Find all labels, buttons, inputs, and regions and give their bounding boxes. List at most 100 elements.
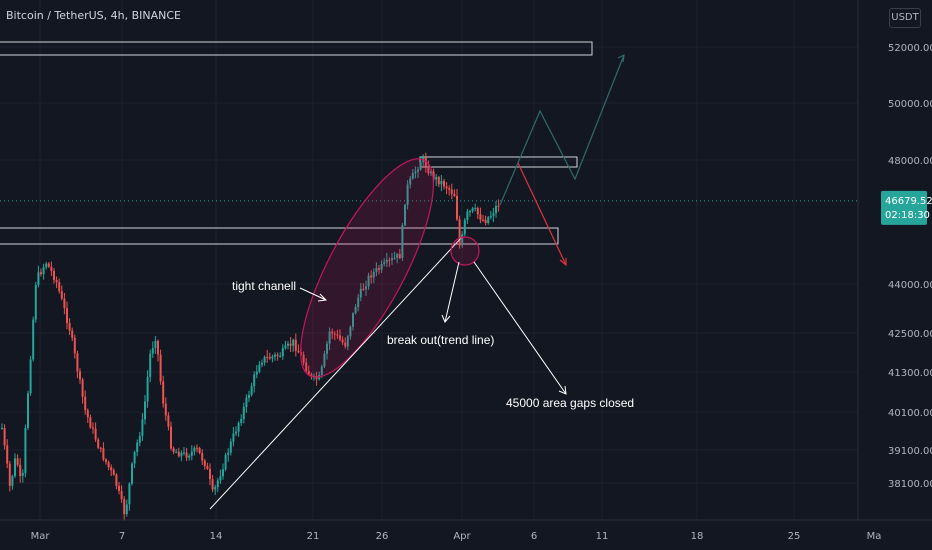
candle-body (68, 323, 71, 331)
candle-body (81, 379, 84, 397)
x-tick-label: 25 (788, 531, 801, 542)
candle-body (380, 263, 383, 270)
candle-body (362, 288, 365, 290)
y-tick-label: 41300.00 (888, 368, 932, 379)
symbol-title: Bitcoin / TetherUS, 4h, BINANCE (6, 9, 182, 22)
candle-body (359, 288, 362, 298)
y-tick-label: 39100.00 (888, 446, 932, 457)
candle-body (427, 166, 430, 174)
candle-body (40, 272, 42, 275)
candle-body (6, 445, 9, 464)
candle-body (302, 354, 305, 363)
candle-body (417, 169, 419, 172)
candle-body (21, 472, 24, 476)
candle-body (242, 406, 245, 419)
candle-body (159, 354, 162, 382)
candle-body (409, 178, 412, 185)
annotation-gaps-closed: 45000 area gaps closed (506, 396, 634, 410)
candle-body (401, 225, 404, 259)
y-tick-label: 48000.00 (888, 156, 932, 167)
candle-body (8, 463, 11, 486)
annotation-breakout: break out(trend line) (387, 333, 494, 347)
candle-body (289, 343, 292, 346)
candle-body (248, 394, 250, 398)
candle-body (474, 208, 477, 210)
candle-body (370, 275, 373, 278)
candle-body (53, 271, 55, 281)
candle-body (45, 263, 48, 268)
candle-body (125, 504, 128, 515)
candle-body (136, 442, 139, 453)
candle-body (232, 433, 235, 442)
candle-body (383, 262, 386, 264)
candle-body (188, 455, 191, 458)
candle-body (227, 452, 230, 455)
countdown-label: 02:18:30 (885, 210, 930, 221)
zone-rectangles (0, 41, 593, 245)
candle-body (60, 291, 63, 299)
resistance-zone-48k (419, 156, 578, 168)
candle-body (209, 468, 211, 480)
candle-body (310, 374, 313, 377)
candle-body (489, 215, 492, 218)
candle-body (388, 259, 391, 261)
candle-body (323, 353, 326, 367)
candle-body (346, 336, 349, 347)
currency-button[interactable]: USDT (889, 8, 921, 28)
trend-line (209, 236, 463, 510)
candle-body (79, 371, 81, 380)
candle-body (144, 401, 146, 420)
candle-body (50, 266, 53, 272)
candle-body (263, 356, 266, 363)
candle-body (71, 330, 74, 338)
candle-body (404, 204, 406, 226)
candle-body (456, 195, 458, 220)
x-tick-label: 11 (596, 531, 609, 542)
y-tick-label: 50000.00 (888, 99, 932, 110)
candle-body (375, 268, 378, 272)
arrow-breakout (444, 261, 460, 323)
candle-body (198, 448, 201, 453)
candle-body (255, 371, 258, 375)
candle-body (154, 340, 157, 348)
candle-body (458, 219, 461, 246)
candle-body (385, 259, 388, 263)
arrow-gaps-closed (473, 261, 567, 395)
candle-body (396, 253, 399, 258)
candle-body (349, 326, 352, 337)
candle-body (162, 381, 165, 404)
candle-body (177, 451, 180, 457)
candle-body (391, 258, 393, 261)
candle-body (123, 499, 126, 515)
y-tick-label: 52000.00 (888, 43, 932, 54)
candle-body (250, 386, 253, 395)
candle-body (3, 427, 6, 446)
candle-body (89, 417, 92, 428)
candle-body (175, 451, 178, 453)
candle-body (118, 485, 120, 491)
support-zone-45k (0, 227, 559, 245)
candle-body (448, 188, 451, 190)
candle-body (287, 343, 289, 346)
candle-body (305, 362, 308, 371)
candle-body (196, 447, 198, 449)
candle-body (463, 219, 466, 235)
candle-body (443, 181, 445, 187)
candle-body (484, 219, 487, 223)
candle-body (245, 397, 248, 407)
candle-body (206, 466, 209, 469)
candle-body (19, 464, 22, 476)
candle-body (219, 476, 222, 481)
candle-body (261, 362, 263, 365)
candle-body (393, 257, 396, 259)
x-tick-label: 26 (376, 531, 389, 542)
candle-body (112, 470, 115, 475)
candle-body (120, 490, 123, 500)
candle-body (326, 343, 328, 354)
candle-body (331, 331, 334, 334)
candle-body (214, 487, 217, 490)
candle-body (344, 342, 347, 347)
candle-body (406, 184, 409, 205)
